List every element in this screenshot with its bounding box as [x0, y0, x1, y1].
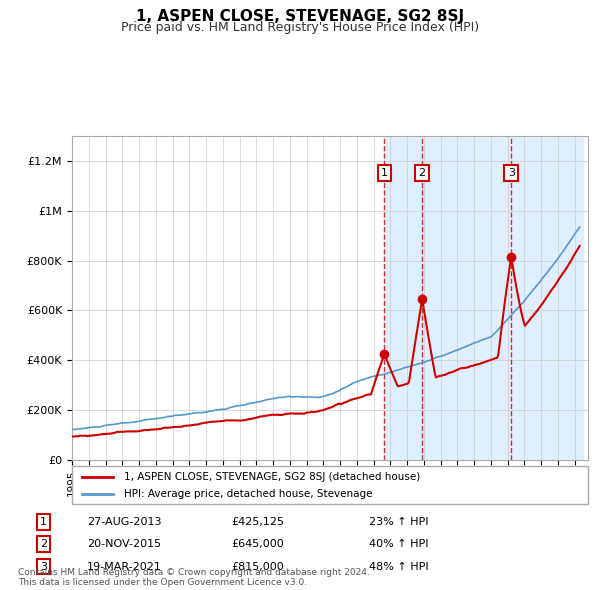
FancyBboxPatch shape [72, 466, 588, 504]
Text: 1: 1 [381, 168, 388, 178]
Text: HPI: Average price, detached house, Stevenage: HPI: Average price, detached house, Stev… [124, 489, 372, 499]
Text: 2: 2 [40, 539, 47, 549]
Text: 20-NOV-2015: 20-NOV-2015 [87, 539, 161, 549]
Text: £815,000: £815,000 [231, 562, 284, 572]
Text: 3: 3 [40, 562, 47, 572]
Text: 1, ASPEN CLOSE, STEVENAGE, SG2 8SJ: 1, ASPEN CLOSE, STEVENAGE, SG2 8SJ [136, 9, 464, 24]
Text: £425,125: £425,125 [231, 517, 284, 527]
Bar [385, 136, 422, 460]
Text: 3: 3 [508, 168, 515, 178]
Text: 2: 2 [419, 168, 426, 178]
Text: 1: 1 [40, 517, 47, 527]
Text: 27-AUG-2013: 27-AUG-2013 [87, 517, 161, 527]
Text: 40% ↑ HPI: 40% ↑ HPI [369, 539, 428, 549]
Bar [422, 136, 511, 460]
Text: £645,000: £645,000 [231, 539, 284, 549]
Text: 19-MAR-2021: 19-MAR-2021 [87, 562, 162, 572]
Text: 23% ↑ HPI: 23% ↑ HPI [369, 517, 428, 527]
Bar [511, 136, 583, 460]
Text: 1, ASPEN CLOSE, STEVENAGE, SG2 8SJ (detached house): 1, ASPEN CLOSE, STEVENAGE, SG2 8SJ (deta… [124, 472, 420, 482]
Bar [511, 136, 583, 460]
Text: Contains HM Land Registry data © Crown copyright and database right 2024.
This d: Contains HM Land Registry data © Crown c… [18, 568, 370, 587]
Text: Price paid vs. HM Land Registry's House Price Index (HPI): Price paid vs. HM Land Registry's House … [121, 21, 479, 34]
Text: 48% ↑ HPI: 48% ↑ HPI [369, 562, 429, 572]
